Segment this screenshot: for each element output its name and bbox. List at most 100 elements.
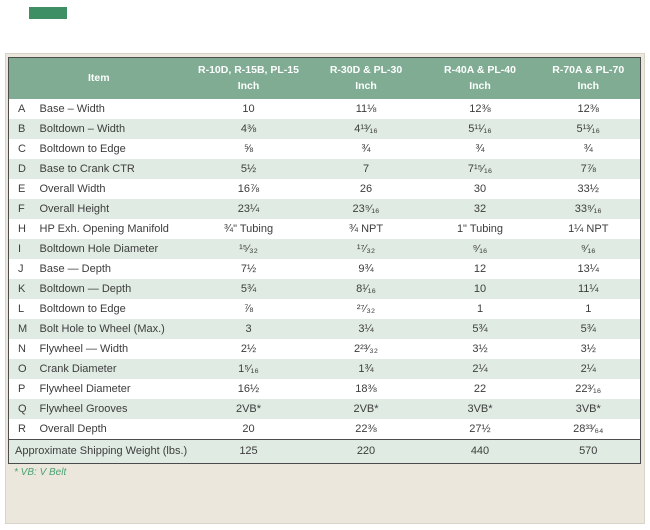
row-value: 1⁵⁄₁₆ (238, 363, 259, 375)
row-letter: C (18, 143, 26, 155)
table-row: P Flywheel Diameter 16½ 18⅜ 22 22³⁄₁₆ (9, 379, 641, 399)
table-row: F Overall Height 23¼ 23⁹⁄₁₆ 32 33⁹⁄₁₆ (8, 199, 641, 219)
table-row: B Boltdown – Width 4⅜ 4¹³⁄₁₆ 5¹¹⁄₁₆ 5¹³⁄₁₆ (8, 119, 641, 139)
table-row: Q Flywheel Grooves 2VB* 2VB* 3VB* 3VB* (8, 399, 641, 419)
row-value: 7⅞ (580, 163, 596, 175)
column-title: R-10D, R-15B, PL-15 (198, 64, 299, 77)
row-value: ⅝ (243, 143, 254, 155)
specification-table: Item R-10D, R-15B, PL-15 Inch R-30D & PL… (8, 57, 641, 464)
column-header-pl40: R-40A & PL-40 Inch (423, 57, 537, 99)
row-value: 12⅜ (577, 103, 599, 115)
table-row: A Base – Width 10 11⅛ 12⅜ 12⅜ (9, 99, 641, 119)
row-value: 16⅞ (237, 183, 260, 195)
row-item-label: Crank Diameter (39, 363, 117, 375)
row-letter: K (18, 283, 26, 295)
shipping-weight-value: 440 (423, 438, 537, 463)
column-header-pl15: R-10D, R-15B, PL-15 Inch (188, 57, 309, 99)
row-value: 12⅜ (469, 103, 491, 115)
row-item-label: Bolt Hole to Wheel (Max.) (39, 323, 165, 335)
row-value: 5½ (240, 163, 257, 175)
row-letter: F (18, 203, 25, 215)
row-letter: N (18, 343, 26, 355)
row-value: 2VB* (353, 403, 379, 415)
row-letter: D (18, 163, 26, 175)
row-value: ⁹⁄₁₆ (472, 243, 488, 255)
header-row: Item R-10D, R-15B, PL-15 Inch R-30D & PL… (8, 57, 641, 99)
row-value: ⁹⁄₁₆ (580, 243, 596, 255)
row-value: 7¹⁵⁄₁₆ (467, 163, 493, 175)
table-row: H HP Exh. Opening Manifold ¾" Tubing ¾ NPT 1… (9, 219, 641, 239)
row-letter: H (18, 223, 26, 235)
row-value: 3½ (472, 343, 488, 355)
row-value: 11¼ (577, 283, 599, 295)
row-value: 23⁹⁄₁₆ (352, 203, 380, 215)
row-value: ²⁷⁄₃₂ (356, 303, 376, 315)
shipping-weight-label: Approximate Shipping Weight (lbs.) (8, 438, 189, 463)
row-value: 5¹¹⁄₁₆ (468, 123, 492, 135)
row-item-label: HP Exh. Opening Manifold (39, 223, 169, 235)
row-value: 5¾ (240, 283, 257, 295)
row-letter: P (18, 383, 26, 395)
vbelt-footnote: * VB: V Belt (14, 467, 67, 478)
row-value: 13¼ (577, 263, 599, 275)
row-value: 22 (473, 383, 487, 395)
row-value: 2½ (240, 343, 257, 355)
table-row: C Boltdown to Edge ⅝ ¾ ¾ ¾ (9, 139, 641, 159)
row-value: 3VB* (575, 403, 601, 415)
shipping-weight-value: 220 (308, 438, 424, 463)
row-item-label: Base — Depth (39, 263, 112, 275)
row-item-label: Boltdown to Edge (39, 303, 126, 315)
row-letter: A (18, 103, 26, 115)
table-row: I Boltdown Hole Diameter ¹⁵⁄₃₂ ¹⁷⁄₃₂ ⁹⁄₁₆ ⁹⁄₁… (8, 239, 641, 259)
row-value: 12 (473, 263, 487, 275)
column-unit: Inch (469, 79, 491, 92)
item-column-header: Item (8, 57, 189, 99)
table-row: N Flywheel — Width 2½ 2²³⁄₃₂ 3½ 3½ (9, 339, 641, 359)
row-letter: I (18, 243, 22, 255)
row-value: 3 (245, 323, 252, 335)
column-header-pl70: R-70A & PL-70 Inch (536, 57, 641, 99)
row-value: ¹⁷⁄₃₂ (356, 243, 376, 255)
row-letter: E (18, 183, 26, 195)
row-value: 5¾ (472, 323, 488, 335)
row-value: 1 (585, 303, 592, 315)
row-letter: L (18, 303, 25, 315)
row-letter: J (18, 263, 24, 275)
row-value: 3VB* (467, 403, 493, 415)
row-value: 9¾ (358, 263, 374, 275)
row-value: ¹⁵⁄₃₂ (239, 243, 258, 255)
row-letter: M (18, 323, 28, 335)
row-value: 10 (473, 283, 487, 295)
row-value: ¾ (475, 143, 485, 155)
row-value: 30 (473, 183, 487, 195)
row-value: 2VB* (235, 403, 262, 415)
column-unit: Inch (355, 79, 377, 92)
row-value: 7½ (240, 263, 257, 275)
row-value: 10 (242, 103, 255, 115)
row-value: 22³⁄₁₆ (575, 383, 602, 395)
row-item-label: Flywheel Grooves (39, 403, 128, 415)
table-row: R Overall Depth 20 22⅜ 27½ 28³³⁄₆₄ (9, 419, 641, 439)
row-value: ¾" Tubing (223, 223, 274, 235)
row-value: 4⅜ (240, 123, 257, 135)
row-value: 1" Tubing (456, 223, 504, 235)
row-value: 5¹³⁄₁₆ (576, 123, 600, 135)
table-row: D Base to Crank CTR 5½ 7 7¹⁵⁄₁₆ 7⅞ (8, 159, 641, 179)
row-value: 1¾ (358, 363, 374, 375)
row-value: 4¹³⁄₁₆ (354, 123, 378, 135)
table-row: J Base — Depth 7½ 9¾ 12 13¼ (9, 259, 641, 279)
column-unit: Inch (577, 79, 600, 92)
row-item-label: Base – Width (39, 103, 105, 115)
row-value: 2¼ (472, 363, 488, 375)
row-value: 3¼ (358, 323, 374, 335)
row-value: 23¼ (237, 203, 260, 215)
row-item-label: Boltdown Hole Diameter (39, 243, 159, 255)
table-row: K Boltdown — Depth 5¾ 8¹⁄₁₆ 10 11¼ (8, 279, 641, 299)
row-value: 33⁹⁄₁₆ (574, 203, 602, 215)
row-value: 8¹⁄₁₆ (356, 283, 376, 295)
row-value: ¾ (361, 143, 371, 155)
row-value: 28³³⁄₆₄ (573, 422, 604, 435)
row-letter: B (18, 123, 26, 135)
row-value: 2²³⁄₃₂ (353, 343, 379, 355)
